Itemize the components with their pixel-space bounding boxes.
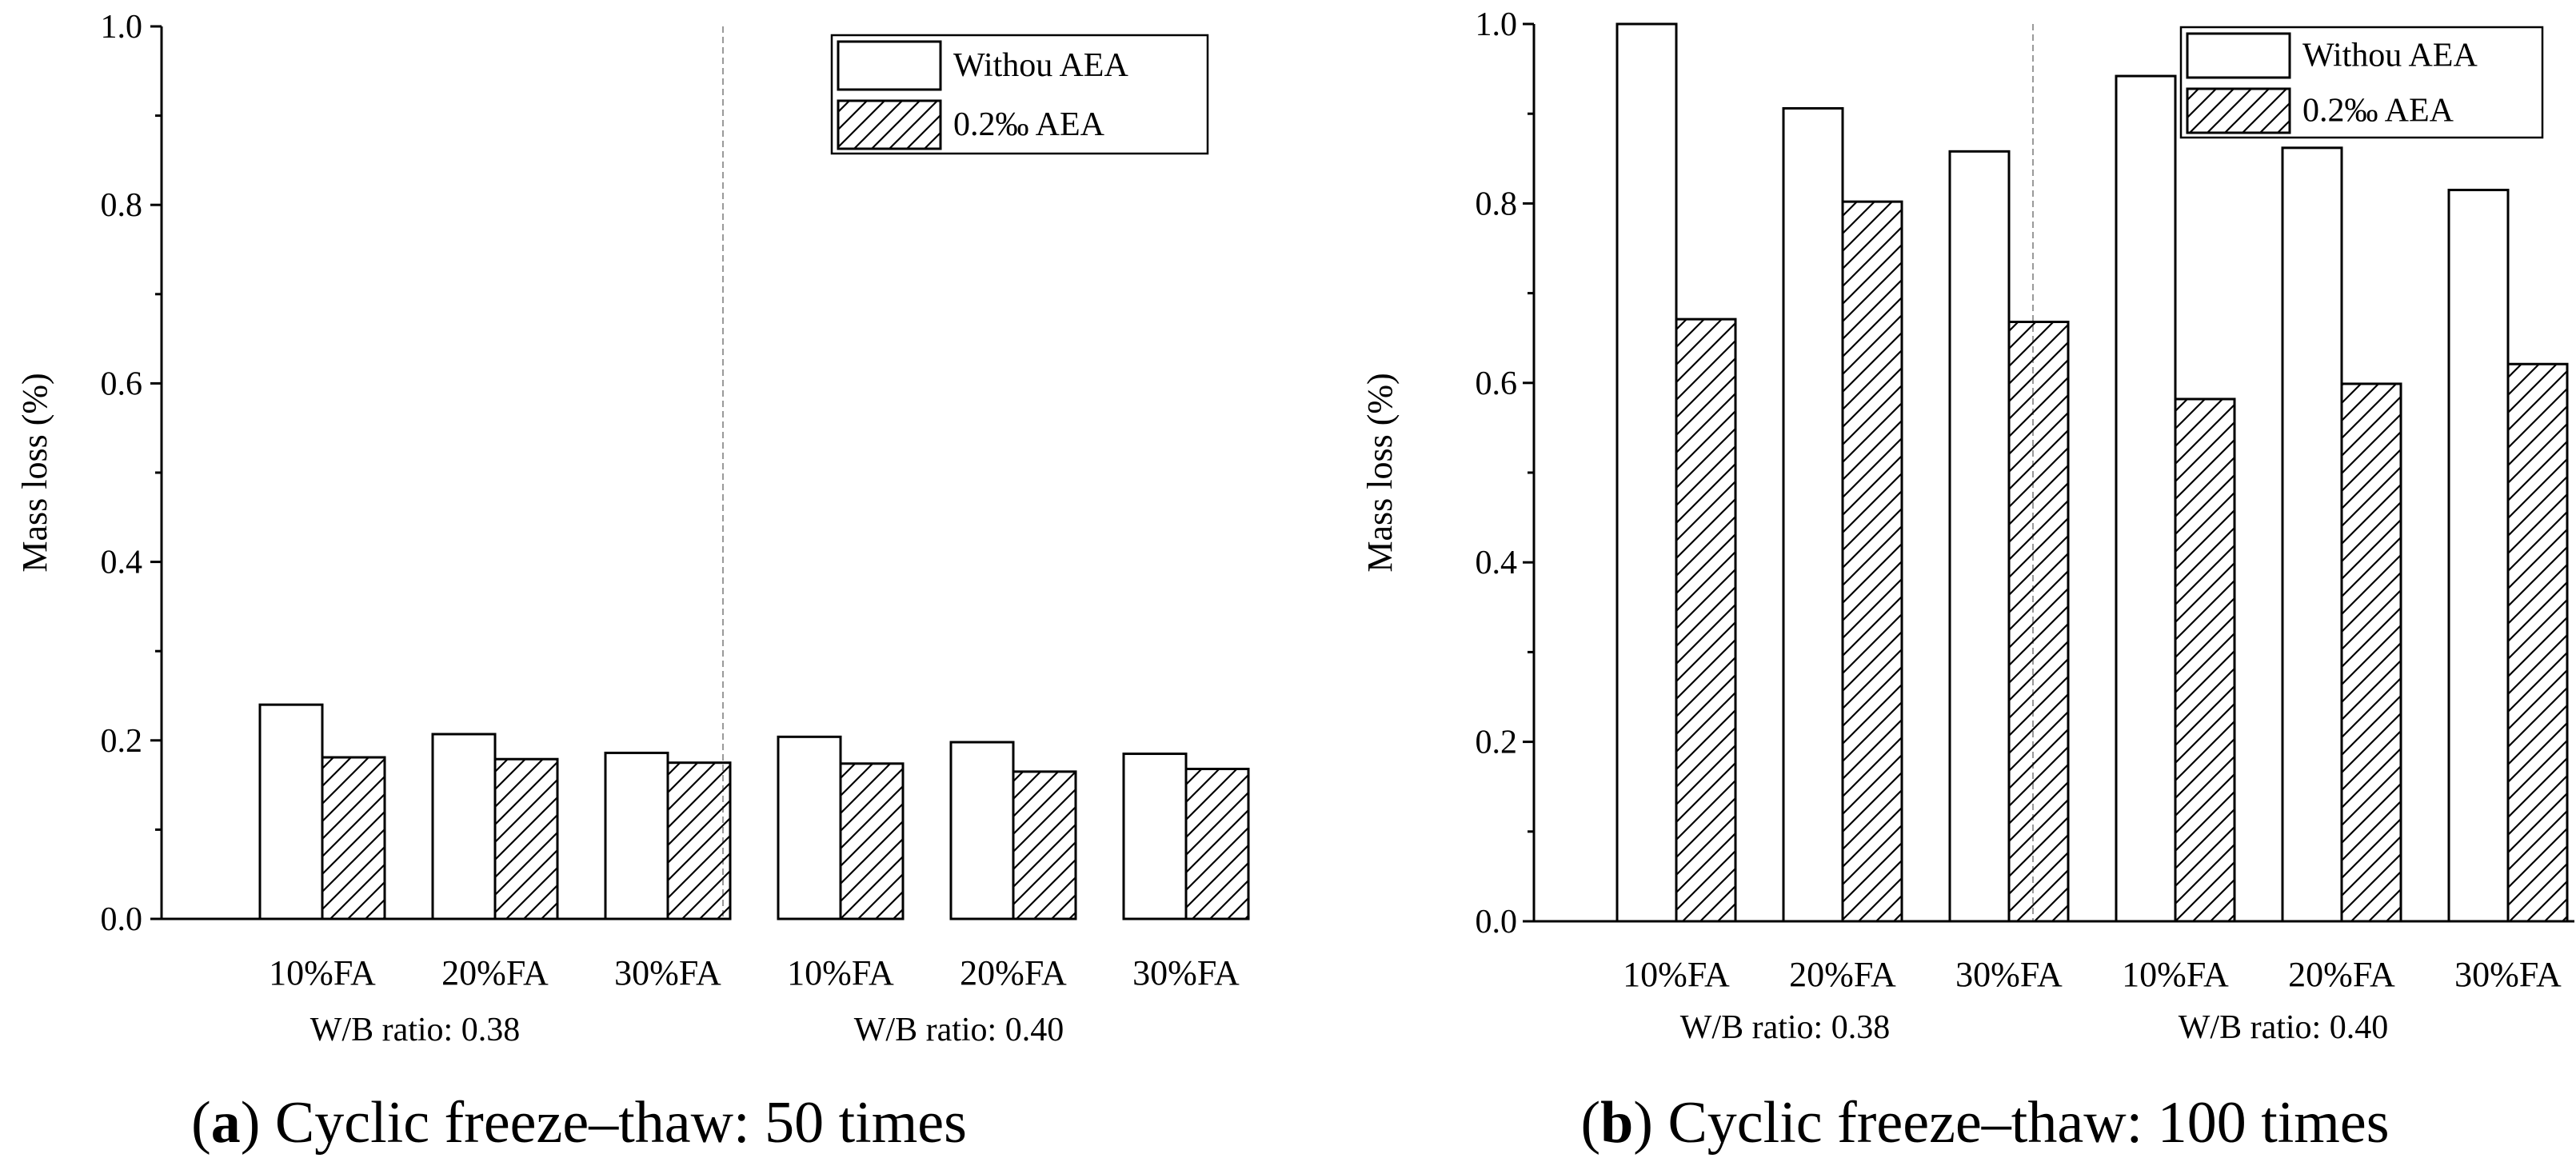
bar-without-aea xyxy=(2115,74,2177,923)
x-category-label: 10%FA xyxy=(2122,955,2229,994)
caption-paren-open: ( xyxy=(191,1090,211,1156)
group-label: W/B ratio: 0.40 xyxy=(2179,1009,2388,1046)
bar-with-aea xyxy=(1841,200,1903,923)
bar-without-aea xyxy=(777,735,842,920)
y-tick-label: 0.0 xyxy=(1476,904,1518,940)
x-category-label: 20%FA xyxy=(960,953,1067,992)
bar-without-aea xyxy=(1782,106,1844,923)
caption-text: Cyclic freeze–thaw: 50 times xyxy=(275,1090,967,1156)
bar-with-aea xyxy=(839,762,905,920)
panel-a-chart: 0.0 0.2 0.4 0.6 0.8 1.0 Mass loss (%) 10%FA 20%F… xyxy=(15,9,1250,1156)
panel-caption: (a) Cyclic freeze–thaw: 50 times xyxy=(191,1090,967,1156)
y-axis-label: Mass loss (%) xyxy=(15,373,54,572)
bar-with-aea xyxy=(2007,321,2070,923)
x-category-label: 10%FA xyxy=(269,953,376,992)
group-label: W/B ratio: 0.38 xyxy=(310,1012,520,1048)
legend-swatch-without-aea xyxy=(2186,32,2291,79)
panel-caption: (b) Cyclic freeze–thaw: 100 times xyxy=(1580,1090,2389,1156)
x-category-label: 30%FA xyxy=(2454,955,2562,994)
y-tick-label: 0.8 xyxy=(1476,186,1518,222)
y-axis-label: Mass loss (%) xyxy=(1360,373,1400,572)
bar-with-aea xyxy=(321,756,386,920)
y-tick-label: 1.0 xyxy=(101,9,143,46)
bar-with-aea xyxy=(2340,382,2402,923)
x-category-label: 20%FA xyxy=(2288,955,2395,994)
panel-b-chart: 0.0 0.2 0.4 0.6 0.8 1.0 Mass loss (%) 10%FA 20%F… xyxy=(1360,6,2574,1156)
legend-swatch-without-aea xyxy=(837,40,942,91)
legend-swatch-with-aea xyxy=(2186,87,2291,134)
bar-with-aea xyxy=(1675,317,1737,923)
group-label: W/B ratio: 0.38 xyxy=(1680,1009,1890,1046)
bar-without-aea xyxy=(1615,22,1678,923)
caption-panel-letter: a xyxy=(211,1090,241,1156)
y-tick-label: 0.6 xyxy=(101,365,143,402)
y-tick-label: 0.0 xyxy=(101,901,143,938)
bar-with-aea xyxy=(1012,770,1077,920)
caption-panel-letter: b xyxy=(1600,1090,1633,1156)
x-category-label: 10%FA xyxy=(1623,955,1730,994)
x-category-label: 20%FA xyxy=(1789,955,1896,994)
bar-without-aea xyxy=(431,733,497,920)
x-category-label: 20%FA xyxy=(441,953,549,992)
caption-paren-open: ( xyxy=(1580,1090,1600,1156)
caption-text: Cyclic freeze–thaw: 100 times xyxy=(1667,1090,2389,1156)
group-label: W/B ratio: 0.40 xyxy=(854,1012,1064,1048)
legend-label: 0.2‰ AEA xyxy=(953,106,1105,143)
bar-without-aea xyxy=(1122,753,1188,920)
legend-swatch-with-aea xyxy=(837,99,942,150)
legend-label: 0.2‰ AEA xyxy=(2302,93,2454,130)
x-category-label: 30%FA xyxy=(614,953,721,992)
y-tick-label: 0.2 xyxy=(101,723,143,760)
bar-without-aea xyxy=(949,741,1015,920)
y-tick-label: 0.6 xyxy=(1476,365,1518,402)
bar-with-aea xyxy=(2506,362,2569,923)
caption-paren-close: ) xyxy=(241,1090,275,1156)
bar-without-aea xyxy=(604,751,669,920)
bar-with-aea xyxy=(1184,768,1250,920)
y-tick-label: 0.4 xyxy=(1476,545,1518,581)
x-category-label: 30%FA xyxy=(1132,953,1240,992)
bar-with-aea xyxy=(666,761,732,920)
bar-without-aea xyxy=(2447,189,2510,923)
caption-paren-close: ) xyxy=(1633,1090,1667,1156)
x-category-label: 30%FA xyxy=(1955,955,2063,994)
y-tick-label: 1.0 xyxy=(1476,6,1518,43)
bar-without-aea xyxy=(2281,146,2343,923)
legend-label: Withou AEA xyxy=(2302,38,2478,74)
y-tick-label: 0.2 xyxy=(1476,725,1518,761)
bar-without-aea xyxy=(1948,150,2011,923)
legend-label: Withou AEA xyxy=(953,47,1128,84)
bar-with-aea xyxy=(2174,397,2236,923)
y-tick-label: 0.8 xyxy=(101,187,143,224)
y-tick-label: 0.4 xyxy=(101,545,143,581)
bar-with-aea xyxy=(493,757,559,920)
x-category-label: 10%FA xyxy=(787,953,894,992)
bar-without-aea xyxy=(258,703,324,920)
